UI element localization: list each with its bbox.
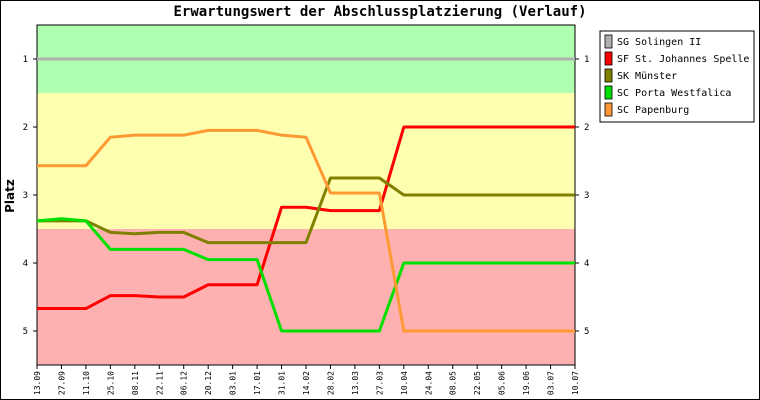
x-tick-label: 10.07 bbox=[571, 371, 580, 395]
y-tick-label-left: 4 bbox=[23, 259, 28, 269]
x-tick-label: 22.11 bbox=[155, 371, 164, 395]
x-tick-label: 11.10 bbox=[82, 371, 91, 395]
y-tick-label-left: 2 bbox=[23, 123, 28, 133]
x-tick-label: 17.01 bbox=[253, 371, 262, 395]
x-tick-label: 03.07 bbox=[547, 371, 556, 395]
x-axis-ticks: 13.09 27.09 11.10 25.10 08.11 22.11 06.12 20.12… bbox=[33, 371, 580, 395]
series-line-5 bbox=[37, 128, 575, 333]
legend-box bbox=[599, 30, 755, 123]
legend-swatch bbox=[604, 34, 613, 49]
legend: SG Solingen II SF St. Johannes Spelle SK M… bbox=[599, 30, 755, 123]
legend-swatch bbox=[604, 51, 613, 66]
x-tick-label: 03.01 bbox=[229, 371, 238, 395]
x-tick-label: 05.06 bbox=[498, 371, 507, 395]
legend-swatch bbox=[604, 68, 613, 83]
series-line-2 bbox=[37, 125, 575, 311]
y-axis-label: Platz bbox=[3, 179, 17, 213]
y-tick-label-left: 5 bbox=[23, 327, 28, 337]
x-tick-label: 08.11 bbox=[131, 371, 140, 395]
x-tick-label: 28.02 bbox=[326, 371, 335, 395]
legend-swatch bbox=[604, 102, 613, 117]
y-tick-label-left: 3 bbox=[23, 191, 28, 201]
chart-title: Erwartungswert der Abschlussplatzierung … bbox=[173, 4, 587, 20]
series-line-4 bbox=[36, 217, 575, 333]
legend-label: SC Papenburg bbox=[617, 105, 689, 116]
x-tick-label: 27.03 bbox=[375, 371, 384, 395]
x-tick-label: 20.12 bbox=[204, 371, 213, 395]
legend-swatch bbox=[604, 85, 613, 100]
y-tick-label-right: 1 bbox=[584, 55, 589, 65]
gridlines bbox=[36, 365, 576, 369]
legend-label: SF St. Johannes Spelle bbox=[617, 54, 749, 65]
y-tick-label-right: 2 bbox=[584, 123, 589, 133]
x-tick-label: 22.05 bbox=[473, 371, 482, 395]
x-tick-label: 13.03 bbox=[351, 371, 360, 395]
x-tick-label: 08.05 bbox=[449, 371, 458, 395]
x-tick-label: 27.09 bbox=[57, 371, 66, 395]
y-tick-label-right: 3 bbox=[584, 191, 589, 201]
x-tick-label: 25.10 bbox=[106, 371, 115, 395]
y-axis-ticks: 1 1 2 2 3 3 4 4 5 5 bbox=[23, 55, 590, 337]
x-tick-label: 31.01 bbox=[278, 371, 287, 395]
y-tick-label-right: 4 bbox=[584, 259, 589, 269]
x-tick-label: 24.04 bbox=[424, 371, 433, 395]
legend-label: SC Porta Westfalica bbox=[617, 88, 731, 99]
x-tick-label: 19.06 bbox=[522, 371, 531, 395]
series-lines bbox=[36, 57, 575, 333]
series-line-3 bbox=[37, 176, 575, 245]
x-tick-label: 14.02 bbox=[302, 371, 311, 395]
x-tick-label: 10.04 bbox=[400, 371, 409, 395]
y-tick-label-right: 5 bbox=[584, 327, 589, 337]
x-tick-label: 13.09 bbox=[33, 371, 42, 395]
legend-label: SK Münster bbox=[617, 71, 677, 82]
x-tick-label: 06.12 bbox=[180, 371, 189, 395]
legend-label: SG Solingen II bbox=[617, 37, 701, 48]
y-tick-label-left: 1 bbox=[23, 55, 28, 65]
